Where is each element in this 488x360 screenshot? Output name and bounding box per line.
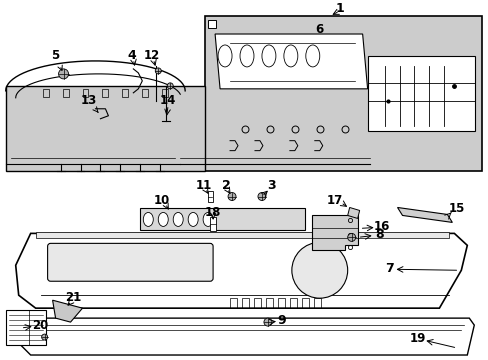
Text: 12: 12: [144, 49, 160, 62]
Bar: [253, 298, 261, 308]
Bar: [289, 298, 296, 308]
Text: 11: 11: [196, 179, 212, 192]
Bar: [208, 20, 216, 28]
Bar: [102, 89, 108, 97]
Circle shape: [347, 233, 355, 241]
Bar: [208, 190, 213, 202]
Text: 17: 17: [326, 194, 342, 207]
Bar: [229, 298, 237, 308]
Ellipse shape: [173, 212, 183, 226]
Circle shape: [41, 334, 47, 340]
Text: 21: 21: [65, 291, 81, 304]
Circle shape: [59, 69, 68, 79]
Bar: [36, 233, 448, 238]
Bar: [301, 298, 308, 308]
Text: 3: 3: [267, 179, 276, 192]
Text: 16: 16: [373, 220, 389, 233]
Bar: [204, 16, 481, 171]
Ellipse shape: [143, 212, 153, 226]
Bar: [277, 298, 285, 308]
Bar: [122, 89, 128, 97]
Circle shape: [227, 193, 236, 201]
Polygon shape: [347, 207, 359, 219]
Bar: [42, 89, 48, 97]
Bar: [6, 86, 204, 171]
Bar: [242, 298, 248, 308]
Bar: [162, 89, 168, 97]
Text: 2: 2: [221, 179, 230, 192]
Polygon shape: [16, 318, 473, 355]
Text: 15: 15: [448, 202, 465, 215]
Ellipse shape: [188, 212, 198, 226]
Bar: [140, 208, 304, 230]
Circle shape: [155, 68, 161, 74]
Bar: [313, 298, 320, 308]
Text: 7: 7: [385, 262, 393, 275]
Circle shape: [264, 318, 271, 326]
Bar: [142, 89, 148, 97]
Bar: [265, 298, 272, 308]
Polygon shape: [53, 300, 82, 322]
Text: 20: 20: [32, 319, 49, 332]
Text: 4: 4: [127, 49, 136, 62]
Text: 1: 1: [335, 1, 344, 15]
FancyBboxPatch shape: [47, 243, 213, 281]
Circle shape: [167, 83, 173, 89]
Text: 13: 13: [80, 94, 98, 112]
Text: 6: 6: [315, 23, 323, 36]
Ellipse shape: [203, 212, 213, 226]
Circle shape: [258, 193, 265, 201]
Text: 5: 5: [51, 49, 62, 70]
Bar: [210, 217, 216, 231]
Text: 10: 10: [154, 194, 170, 207]
Circle shape: [291, 242, 347, 298]
Polygon shape: [16, 233, 467, 308]
Bar: [6, 310, 45, 345]
Polygon shape: [397, 207, 451, 222]
Polygon shape: [311, 215, 357, 250]
Text: 19: 19: [408, 332, 425, 345]
Text: 9: 9: [277, 314, 285, 327]
Polygon shape: [215, 34, 367, 89]
Text: 14: 14: [160, 94, 176, 107]
Bar: [367, 56, 474, 131]
Text: 8: 8: [374, 228, 383, 241]
Text: 18: 18: [204, 206, 221, 219]
Bar: [82, 89, 88, 97]
Ellipse shape: [158, 212, 168, 226]
Bar: [62, 89, 68, 97]
